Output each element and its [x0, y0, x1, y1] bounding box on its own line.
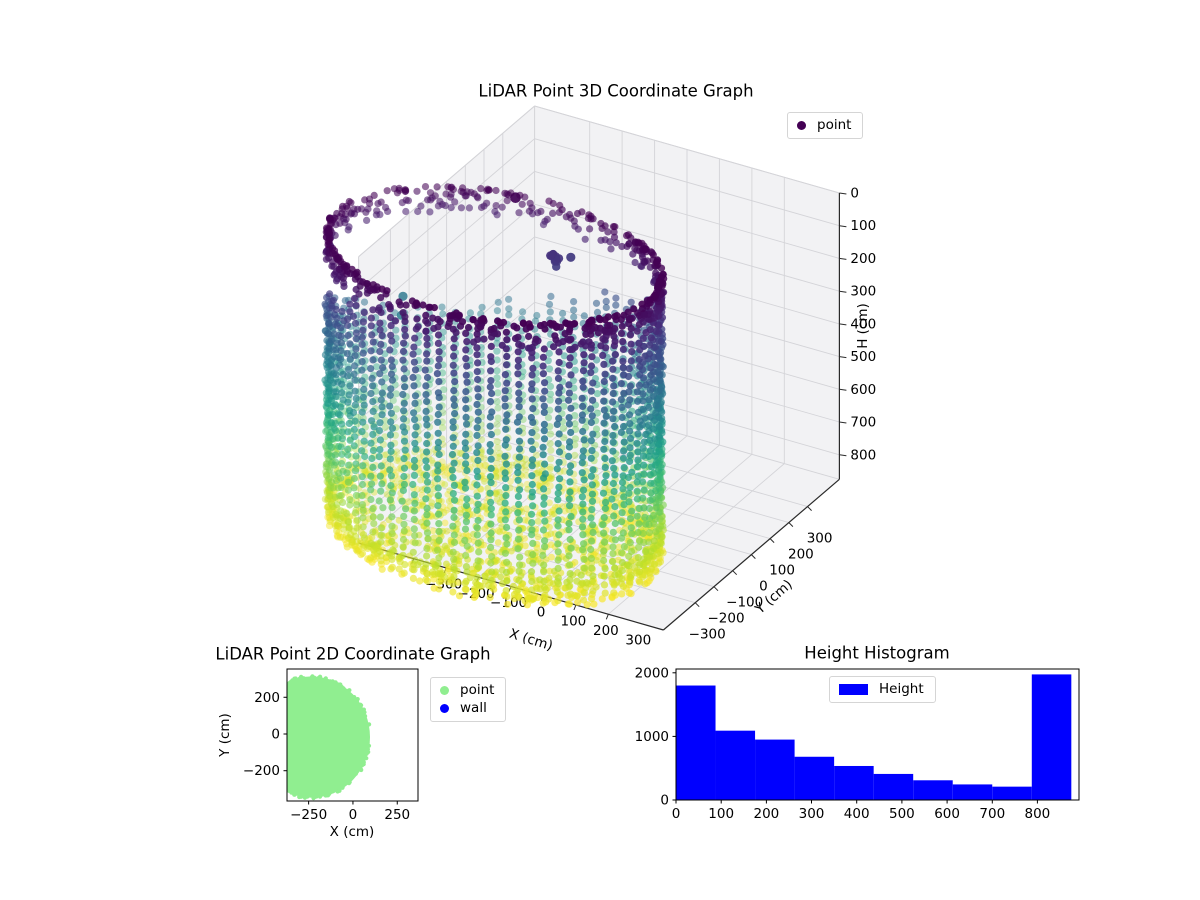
- legend-label: point: [817, 117, 852, 133]
- svg-text:700: 700: [979, 806, 1005, 822]
- legend-label: wall: [460, 700, 487, 716]
- plot2d-legend: point wall: [430, 677, 507, 722]
- svg-text:−100: −100: [726, 595, 763, 611]
- histogram-title: Height Histogram: [804, 643, 950, 663]
- svg-text:400: 400: [850, 316, 876, 332]
- svg-text:800: 800: [850, 447, 876, 463]
- svg-text:0: 0: [672, 806, 681, 822]
- plot3d-legend: point: [787, 112, 864, 139]
- svg-text:0: 0: [660, 793, 669, 809]
- point-marker-icon: [797, 121, 806, 130]
- svg-text:0: 0: [537, 605, 546, 621]
- svg-text:0: 0: [271, 726, 280, 742]
- svg-text:300: 300: [625, 632, 651, 648]
- plot2d-title: LiDAR Point 2D Coordinate Graph: [215, 644, 491, 664]
- height-swatch-icon: [839, 684, 868, 695]
- svg-text:200: 200: [754, 806, 780, 822]
- legend-label: Height: [879, 681, 924, 697]
- svg-text:200: 200: [788, 547, 814, 563]
- svg-text:0: 0: [759, 579, 768, 595]
- svg-text:300: 300: [807, 531, 833, 547]
- svg-text:500: 500: [850, 349, 876, 365]
- svg-text:2000: 2000: [635, 665, 669, 681]
- svg-text:700: 700: [850, 415, 876, 431]
- svg-text:0: 0: [850, 186, 859, 202]
- legend-entry-point: point: [440, 683, 494, 698]
- svg-text:−250: −250: [290, 807, 327, 823]
- plot2d-yaxis-label: Y (cm): [217, 713, 233, 757]
- svg-text:300: 300: [850, 284, 876, 300]
- svg-text:600: 600: [934, 806, 960, 822]
- svg-text:200: 200: [254, 690, 280, 706]
- svg-text:−200: −200: [707, 611, 744, 627]
- svg-text:200: 200: [593, 623, 619, 639]
- plot3d-title: LiDAR Point 3D Coordinate Graph: [478, 81, 754, 101]
- legend-entry-height: Height: [839, 682, 924, 697]
- svg-text:−200: −200: [243, 763, 280, 779]
- svg-text:300: 300: [799, 806, 825, 822]
- legend-entry-point: point: [797, 118, 851, 133]
- svg-text:100: 100: [769, 563, 795, 579]
- svg-text:100: 100: [850, 218, 876, 234]
- histogram-legend: Height: [829, 676, 936, 703]
- svg-text:−300: −300: [689, 627, 726, 643]
- plot3d-zaxis-label: H (cm): [855, 303, 871, 349]
- svg-text:500: 500: [889, 806, 915, 822]
- svg-text:250: 250: [384, 807, 410, 823]
- wall-marker-icon: [440, 704, 449, 713]
- svg-text:0: 0: [349, 807, 358, 823]
- svg-text:1000: 1000: [635, 729, 669, 745]
- svg-text:200: 200: [850, 251, 876, 267]
- svg-text:400: 400: [844, 806, 870, 822]
- svg-text:100: 100: [561, 614, 587, 630]
- legend-label: point: [460, 682, 495, 698]
- svg-text:800: 800: [1025, 806, 1051, 822]
- legend-entry-wall: wall: [440, 701, 494, 716]
- plot2d-xaxis-label: X (cm): [329, 824, 375, 840]
- svg-text:100: 100: [708, 806, 734, 822]
- svg-text:600: 600: [850, 382, 876, 398]
- point-marker-icon: [440, 686, 449, 695]
